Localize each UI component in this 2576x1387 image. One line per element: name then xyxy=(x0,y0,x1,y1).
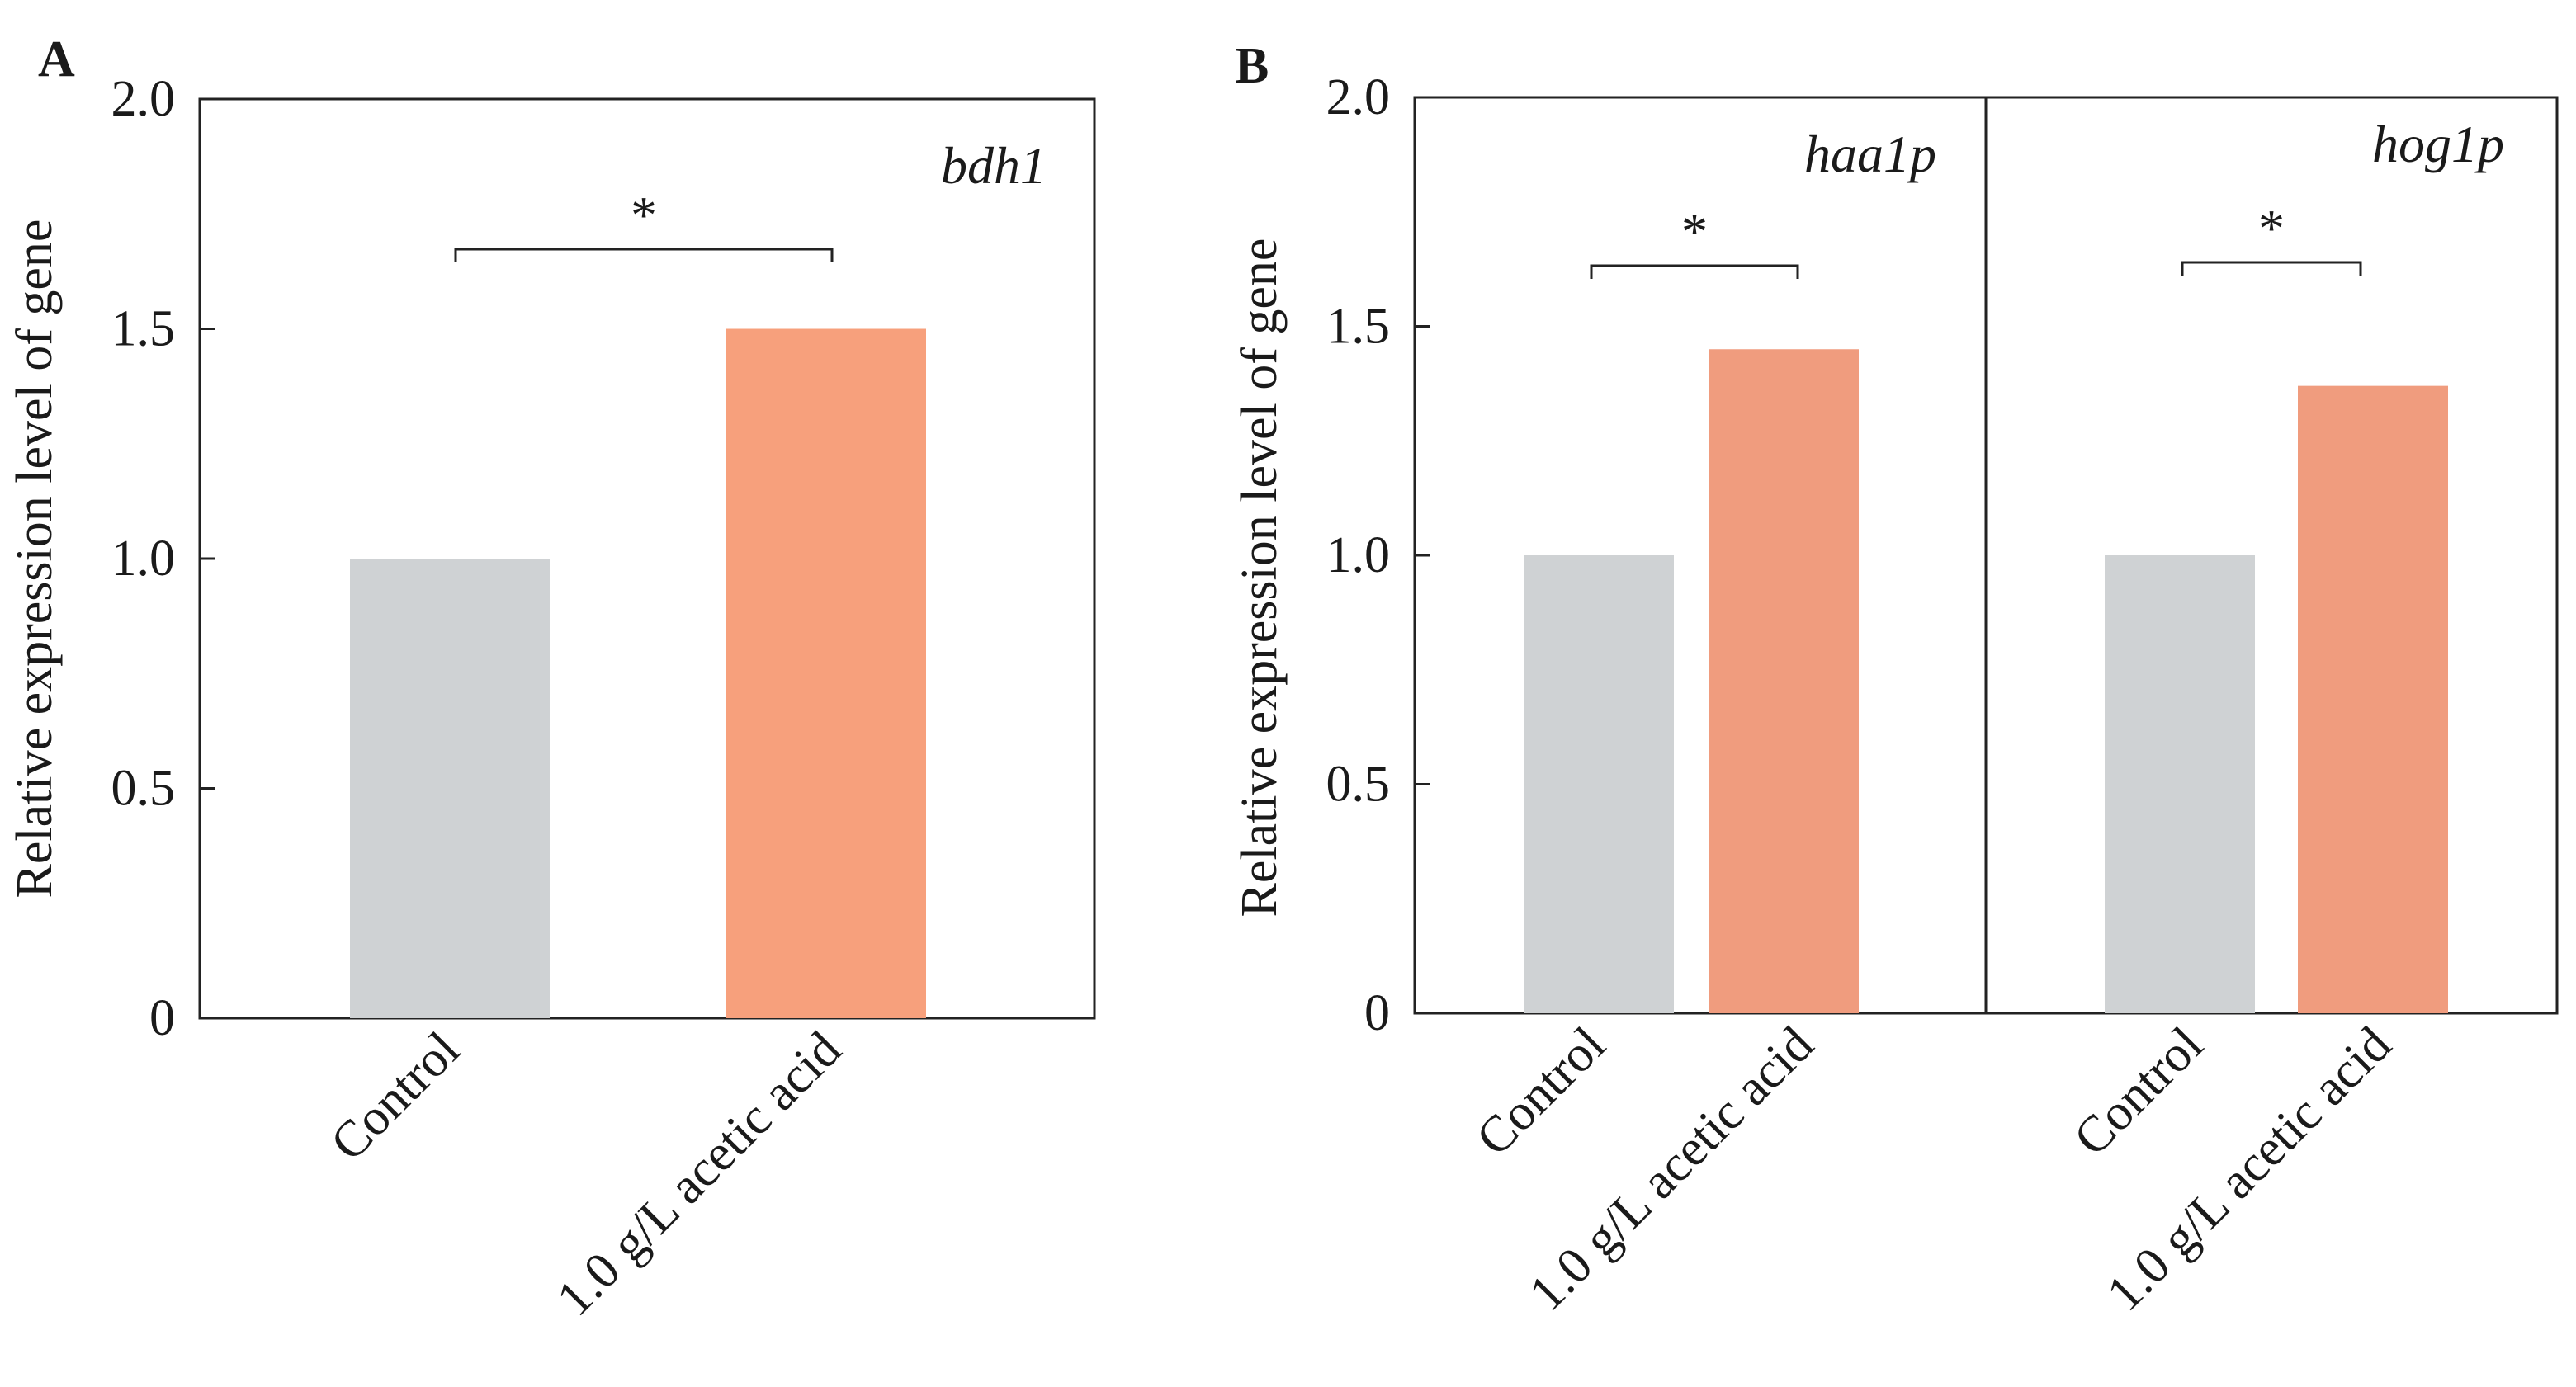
significance-star: * xyxy=(1681,202,1708,261)
x-category-label: Control xyxy=(2063,1017,2214,1167)
y-tick-label: 1.5 xyxy=(1326,299,1391,355)
y-tick-label: 1.0 xyxy=(111,531,176,587)
bar-control xyxy=(2105,555,2255,1013)
significance-bracket xyxy=(1590,264,1799,279)
panel-label: A xyxy=(38,31,75,87)
bar-control xyxy=(1524,555,1674,1013)
significance-bracket xyxy=(454,248,834,262)
y-axis-label: Relative expression level of gene xyxy=(1231,238,1288,918)
y-axis-label: Relative expression level of gene xyxy=(7,219,63,899)
x-category-label: 1.0 g/L acetic acid xyxy=(546,1021,852,1327)
panel-b: B 0 0.5 1.0 1.5 2.0 Relative expression level … xyxy=(1231,38,2559,1322)
panel-a: A 0 0.5 1.0 1.5 2.0 Relative expression level … xyxy=(7,31,1096,1327)
y-tick-label: 2.0 xyxy=(111,71,176,127)
gene-label: hog1p xyxy=(2372,115,2504,173)
y-tick-label: 1.0 xyxy=(1326,527,1391,583)
bar-acetic-acid xyxy=(2298,385,2448,1013)
gene-label: haa1p xyxy=(1804,125,1936,183)
bar-control xyxy=(350,559,550,1018)
y-tick-label: 0 xyxy=(1364,985,1390,1041)
x-category-label: Control xyxy=(320,1021,470,1172)
significance-star: * xyxy=(2258,199,2285,257)
gene-label: bdh1 xyxy=(941,136,1047,195)
significance-bracket xyxy=(2181,261,2362,276)
group-bdh1: bdh1 * Control 1.0 g/L acetic acid xyxy=(320,136,1047,1327)
panel-label: B xyxy=(1235,38,1269,94)
y-tick-label: 0 xyxy=(149,990,175,1046)
bar-acetic-acid xyxy=(726,328,926,1018)
y-tick-label: 2.0 xyxy=(1326,69,1391,125)
y-tick-label: 0.5 xyxy=(1326,757,1391,813)
y-tick-label: 1.5 xyxy=(111,301,176,357)
x-category-label: Control xyxy=(1466,1017,1616,1167)
bar-acetic-acid xyxy=(1709,349,1859,1013)
significance-star: * xyxy=(631,186,657,244)
y-tick-label: 0.5 xyxy=(111,761,176,817)
